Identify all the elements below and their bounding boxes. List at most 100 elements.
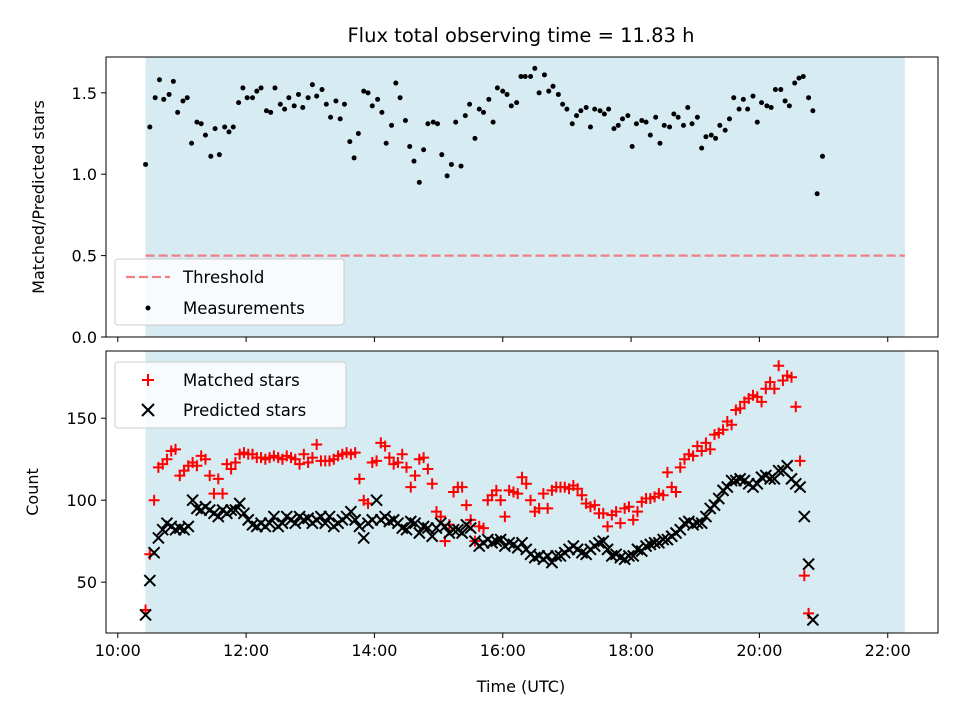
measurement-point xyxy=(389,122,395,128)
measurement-point xyxy=(397,95,403,101)
measurement-point xyxy=(347,139,353,145)
predicted-star-point xyxy=(438,520,452,533)
measurement-point xyxy=(393,80,399,86)
matched-star-point xyxy=(349,447,361,459)
predicted-star-point xyxy=(733,472,747,486)
y-tick-label: 50 xyxy=(77,573,97,592)
measurement-point xyxy=(754,119,760,125)
measurement-point xyxy=(814,191,820,197)
measurement-point xyxy=(170,78,176,84)
measurement-point xyxy=(504,91,510,97)
measurement-point xyxy=(796,75,802,81)
matched-star-point xyxy=(516,471,528,483)
measurement-point xyxy=(699,145,705,151)
measurement-point xyxy=(365,90,371,96)
matched-star-point xyxy=(542,502,554,514)
predicted-star-point xyxy=(139,608,152,622)
top-panel: 0.0 0.5 1.0 1.5 Matched/Predicted stars Thr… xyxy=(29,56,939,347)
measurement-point xyxy=(713,135,719,141)
bottom-panel: 50 100 150 10:00 12:00 14:00 16:00 18:00 20:00 2… xyxy=(23,350,939,696)
matched-star-point xyxy=(422,463,434,475)
x-tick-label: 14:00 xyxy=(351,641,397,660)
matched-star-point xyxy=(627,514,639,526)
matched-star-point xyxy=(661,466,673,478)
measurement-point xyxy=(740,96,746,102)
predicted-star-point xyxy=(781,459,794,472)
predicted-star-point xyxy=(447,523,460,536)
measurement-point xyxy=(444,173,450,179)
measurement-point xyxy=(361,88,367,94)
measurement-point xyxy=(435,121,441,127)
measurement-point xyxy=(560,101,566,107)
measurement-point xyxy=(792,80,798,86)
legend-predicted-stars-label: Predicted stars xyxy=(183,401,306,420)
matched-star-point xyxy=(790,401,802,413)
matched-star-point xyxy=(225,463,237,475)
matched-star-point xyxy=(383,452,395,464)
matched-star-point xyxy=(170,443,182,455)
measurement-point xyxy=(161,96,167,102)
measurement-point xyxy=(606,106,612,112)
predicted-star-point xyxy=(575,546,589,559)
matched-star-point xyxy=(418,452,430,464)
measurement-point xyxy=(421,147,427,153)
measurement-point xyxy=(694,114,700,120)
predicted-star-point xyxy=(455,526,469,540)
predicted-star-point xyxy=(237,507,251,520)
measurement-point xyxy=(675,114,681,120)
measurement-point xyxy=(222,124,228,130)
matched-star-point xyxy=(525,494,537,506)
measurement-point xyxy=(680,122,686,128)
matched-star-point xyxy=(717,424,729,436)
matched-star-point xyxy=(392,456,404,468)
measurement-point xyxy=(490,119,496,125)
matched-star-point xyxy=(674,461,686,473)
top-legend-box xyxy=(114,258,345,326)
measurement-point xyxy=(453,119,459,125)
predicted-star-point xyxy=(344,505,358,518)
matched-star-point xyxy=(576,489,588,501)
matched-star-point xyxy=(495,494,507,506)
legend-measurements-label: Measurements xyxy=(183,299,305,318)
measurement-point xyxy=(564,106,570,112)
predicted-star-point xyxy=(721,480,734,494)
matched-star-point xyxy=(520,478,532,490)
measurement-point xyxy=(550,83,556,89)
measurement-point xyxy=(337,116,343,122)
legend-threshold-label: Threshold xyxy=(182,268,264,287)
matched-star-point xyxy=(306,452,318,464)
measurement-point xyxy=(458,163,464,169)
measurement-point xyxy=(383,140,389,146)
x-tick-label: 18:00 xyxy=(608,641,654,660)
measurement-point xyxy=(541,72,547,78)
matched-star-point xyxy=(696,445,708,457)
measurement-point xyxy=(810,108,816,114)
predicted-star-point xyxy=(186,493,199,507)
predicted-star-point xyxy=(656,533,670,546)
predicted-star-point xyxy=(276,516,289,530)
measurement-point xyxy=(615,122,621,128)
measurement-point xyxy=(555,91,561,97)
matched-star-point xyxy=(212,473,224,485)
measurement-point xyxy=(667,124,673,130)
bottom-y-ticks: 50 100 150 xyxy=(66,409,106,592)
matched-star-point xyxy=(353,473,365,485)
measurement-point xyxy=(574,113,580,119)
measurement-point xyxy=(166,91,172,97)
predicted-star-point xyxy=(601,543,614,556)
matched-star-point xyxy=(670,486,682,498)
predicted-star-point xyxy=(267,510,281,523)
measurement-point xyxy=(486,96,492,102)
predicted-star-point xyxy=(413,526,426,540)
measurement-point xyxy=(820,153,826,159)
measurement-point xyxy=(685,104,691,110)
predicted-star-point xyxy=(323,510,336,523)
matched-star-point xyxy=(490,484,502,496)
measurement-point xyxy=(772,87,778,93)
measurement-point xyxy=(295,91,301,97)
y-tick-label: 0.0 xyxy=(72,328,97,347)
predicted-star-point xyxy=(502,536,516,550)
measurement-points xyxy=(143,65,826,197)
measurement-point xyxy=(263,108,269,114)
